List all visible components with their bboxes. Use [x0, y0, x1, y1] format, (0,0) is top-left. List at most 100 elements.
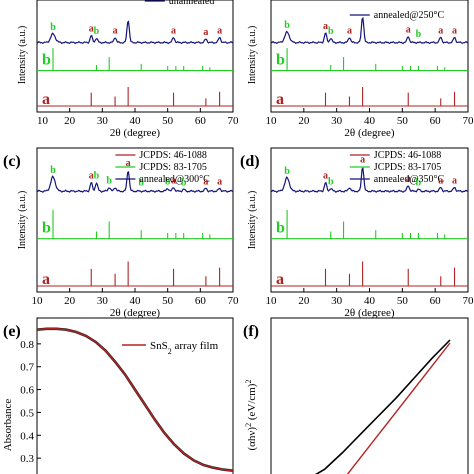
- series-JCPDS: 46-1088: [271, 261, 468, 287]
- x-axis-label: 2θ (degree): [110, 127, 160, 139]
- panel-label: (e): [3, 323, 21, 340]
- y-axis-label: Intensity (a.u.): [247, 191, 258, 250]
- peak-label: a: [323, 171, 328, 182]
- legend: annealed@250°C: [349, 10, 445, 21]
- x-tick-label: 30: [97, 295, 109, 307]
- peak-label: a: [438, 175, 443, 186]
- series-unannealed: [36, 20, 233, 45]
- x-tick-label: 50: [162, 115, 174, 127]
- trace-label-b: b: [276, 220, 285, 237]
- peak-label: a: [217, 176, 222, 187]
- ylabel-sup: 2: [244, 380, 253, 384]
- peak-label: a: [438, 25, 443, 36]
- x-tick-label: 60: [430, 115, 442, 127]
- trace-label-a: a: [42, 271, 50, 288]
- x-tick-label: 40: [130, 295, 142, 307]
- x-tick-label: 60: [195, 115, 207, 127]
- peak-label: b: [94, 171, 100, 182]
- peak-label: a: [406, 173, 411, 184]
- x-tick-label: 40: [364, 295, 376, 307]
- series-b: [37, 48, 233, 72]
- legend: unannealed: [144, 0, 215, 7]
- legend-label: annealed@300°C: [139, 174, 210, 185]
- panel-label: (d): [240, 153, 260, 170]
- plot-frame: [36, 0, 234, 113]
- legend-label: annealed@350°C: [374, 174, 445, 185]
- y-axis-label: Intensity (a.u.): [17, 26, 28, 85]
- ylabel-sup: 2: [244, 423, 253, 427]
- peak-label: b: [165, 176, 171, 187]
- trace-label-a: a: [276, 271, 284, 288]
- y-tick-label: 0.3: [20, 453, 34, 465]
- peak-label: b: [50, 22, 56, 33]
- legend-label: JCPDS: 83-1705: [374, 162, 442, 173]
- y-tick-label: 0.5: [20, 407, 34, 419]
- x-tick-label: 70: [463, 295, 474, 307]
- legend-label: annealed@250°C: [374, 10, 445, 21]
- peak-label: b: [284, 166, 290, 177]
- peak-label: a: [171, 25, 176, 36]
- legend-label: unannealed: [169, 0, 215, 7]
- series-JCPDS: 83-1705: [271, 209, 468, 240]
- series-annealed@300°C: [37, 170, 234, 193]
- peak-label: b: [328, 176, 334, 187]
- x-axis-label: 2θ (degree): [344, 307, 394, 319]
- peak-label: b: [181, 177, 187, 188]
- peak-label: a: [171, 175, 176, 186]
- peak-label: a: [452, 25, 457, 36]
- plot-frame: [36, 317, 234, 474]
- y-axis-label: (αhν)2 (eV/cm)2: [244, 380, 259, 451]
- tauc-panel: (αhν)2 (eV/cm)2(f): [243, 317, 469, 474]
- series-b: [271, 48, 468, 72]
- peak-label: b: [416, 29, 422, 40]
- series-fit: [346, 342, 451, 474]
- peak-label: b: [50, 165, 56, 176]
- y-tick-label: 0.4: [20, 430, 34, 442]
- series-a: [37, 86, 233, 107]
- peak-label: b: [284, 20, 290, 31]
- x-tick-label: 70: [228, 115, 240, 127]
- series-data: [315, 339, 451, 474]
- x-tick-label: 30: [331, 115, 343, 127]
- peak-label: a: [452, 175, 457, 186]
- series-a: [271, 86, 468, 107]
- trace-label-a: a: [42, 91, 50, 108]
- x-tick-label: 20: [64, 115, 76, 127]
- peak-label: b: [328, 26, 334, 37]
- y-tick-label: 0.7: [20, 362, 34, 374]
- series-SnS2: [36, 328, 234, 472]
- y-axis-label: Intensity (a.u.): [247, 26, 258, 85]
- x-tick-label: 70: [463, 115, 474, 127]
- legend-base: SnS: [150, 340, 168, 352]
- legend-rest: array film: [172, 340, 219, 352]
- y-axis-label: Absorbance: [2, 399, 14, 452]
- peak-label: a: [113, 25, 118, 36]
- x-tick-label: 10: [37, 115, 49, 127]
- x-tick-label: 10: [32, 295, 44, 307]
- y-tick-label: 0.6: [20, 385, 34, 397]
- x-tick-label: 10: [266, 295, 278, 307]
- peak-label: a: [347, 25, 352, 36]
- x-tick-label: 30: [97, 115, 109, 127]
- x-axis-label: 2θ (degree): [344, 127, 394, 139]
- peak-label: a: [89, 171, 94, 182]
- peak-label: b: [416, 177, 422, 188]
- legend-label: JCPDS: 83-1705: [139, 162, 207, 173]
- peak-label: b: [106, 175, 112, 186]
- peak-label: a: [89, 24, 94, 35]
- peak-label: a: [406, 24, 411, 35]
- peak-label: a: [360, 154, 365, 165]
- peak-label: b: [94, 26, 100, 37]
- peak-label: a: [217, 25, 222, 36]
- x-tick-label: 40: [130, 115, 142, 127]
- peak-label: b: [138, 177, 144, 188]
- series-annealed@250°C: [270, 16, 468, 45]
- plot-frame: [270, 317, 469, 474]
- panel-label: (c): [3, 153, 21, 170]
- series-annealed@350°C: [271, 167, 469, 193]
- x-tick-label: 20: [64, 295, 76, 307]
